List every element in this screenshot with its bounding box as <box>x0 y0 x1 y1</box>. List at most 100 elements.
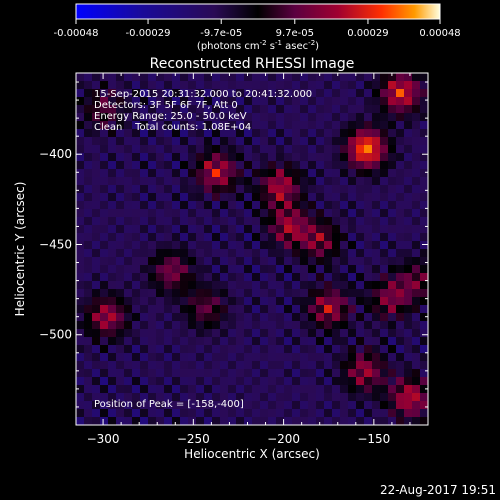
heatmap-cell <box>348 249 357 258</box>
heatmap-cell <box>156 121 165 130</box>
heatmap-cell <box>300 385 309 394</box>
heatmap-cell <box>172 289 181 298</box>
heatmap-cell <box>308 145 317 154</box>
heatmap-cell <box>196 401 205 410</box>
heatmap-cell <box>300 89 309 98</box>
heatmap-cell <box>108 409 117 418</box>
heatmap-cell <box>132 353 141 362</box>
heatmap-cell <box>188 105 197 114</box>
heatmap-cell <box>276 329 285 338</box>
heatmap-cell <box>76 161 85 170</box>
heatmap-cell <box>260 145 269 154</box>
heatmap-cell <box>420 361 428 370</box>
heatmap-cell <box>284 329 293 338</box>
heatmap-cell <box>156 81 165 90</box>
heatmap-cell <box>316 185 325 194</box>
heatmap-cell <box>228 153 237 162</box>
heatmap-cell <box>396 393 405 402</box>
heatmap-cell <box>252 337 261 346</box>
heatmap-cell <box>188 321 197 330</box>
heatmap-cell <box>380 369 389 378</box>
heatmap-cell <box>220 89 229 98</box>
heatmap-cell <box>140 369 149 378</box>
heatmap-cell <box>276 153 285 162</box>
heatmap-cell <box>100 369 109 378</box>
heatmap-cell <box>196 217 205 226</box>
heatmap-cell <box>316 209 325 218</box>
heatmap-cell <box>260 377 269 386</box>
heatmap-cell <box>220 265 229 274</box>
heatmap-cell <box>308 97 317 106</box>
heatmap-cell <box>420 297 428 306</box>
energy-range-label: Energy Range: 25.0 - 50.0 keV <box>94 111 247 122</box>
heatmap-cell <box>332 209 341 218</box>
heatmap-cell <box>324 177 333 186</box>
heatmap-cell <box>284 273 293 282</box>
heatmap-cell <box>260 265 269 274</box>
heatmap-cell <box>236 129 245 138</box>
heatmap-cell <box>196 161 205 170</box>
heatmap-cell <box>108 337 117 346</box>
heatmap-cell <box>372 177 381 186</box>
heatmap-cell <box>156 385 165 394</box>
heatmap-cell <box>100 161 109 170</box>
heatmap-cell <box>268 129 277 138</box>
heatmap-cell <box>228 97 237 106</box>
heatmap-cell <box>332 89 341 98</box>
heatmap-cell <box>76 385 85 394</box>
heatmap-cell <box>380 233 389 242</box>
heatmap-cell <box>204 337 213 346</box>
heatmap-cell <box>260 401 269 410</box>
heatmap-cell <box>244 385 253 394</box>
heatmap-cell <box>124 113 133 122</box>
heatmap-cell <box>148 153 157 162</box>
heatmap-cell <box>372 313 381 322</box>
heatmap-cell <box>196 209 205 218</box>
heatmap-cell <box>236 273 245 282</box>
heatmap-cell <box>276 249 285 258</box>
heatmap-cell <box>372 233 381 242</box>
heatmap-cell <box>316 297 325 306</box>
heatmap-cell <box>412 377 421 386</box>
heatmap-cell <box>132 257 141 266</box>
heatmap-cell <box>332 225 341 234</box>
heatmap-cell <box>204 81 213 90</box>
heatmap-cell <box>316 353 325 362</box>
heatmap-cell <box>92 153 101 162</box>
heatmap-cell <box>180 385 189 394</box>
heatmap-cell <box>140 297 149 306</box>
heatmap-cell <box>244 345 253 354</box>
heatmap-cell <box>84 369 93 378</box>
heatmap-cell <box>364 81 373 90</box>
heatmap-cell <box>276 89 285 98</box>
heatmap-cell <box>252 385 261 394</box>
heatmap-cell <box>364 185 373 194</box>
heatmap-cell <box>276 177 285 186</box>
heatmap-cell <box>300 169 309 178</box>
heatmap-cell <box>292 289 301 298</box>
heatmap-cell <box>316 169 325 178</box>
heatmap-cell <box>356 353 365 362</box>
heatmap-cell <box>188 337 197 346</box>
heatmap-cell <box>116 73 125 82</box>
heatmap-cell <box>220 257 229 266</box>
heatmap-cell <box>364 241 373 250</box>
heatmap-cell <box>220 321 229 330</box>
heatmap-cell <box>316 313 325 322</box>
heatmap-cell <box>388 89 397 98</box>
heatmap-cell <box>412 225 421 234</box>
heatmap-cell <box>300 225 309 234</box>
heatmap-cell <box>420 97 428 106</box>
heatmap-cell <box>268 393 277 402</box>
heatmap-cell <box>180 105 189 114</box>
heatmap-cell <box>196 305 205 314</box>
heatmap-cell <box>356 105 365 114</box>
heatmap-cell <box>84 121 93 130</box>
heatmap-cell <box>132 201 141 210</box>
heatmap-cell <box>172 353 181 362</box>
heatmap-cell <box>164 129 173 138</box>
heatmap-cell <box>132 289 141 298</box>
heatmap-cell <box>156 393 165 402</box>
heatmap-cell <box>204 73 213 82</box>
heatmap-cell <box>340 409 349 418</box>
